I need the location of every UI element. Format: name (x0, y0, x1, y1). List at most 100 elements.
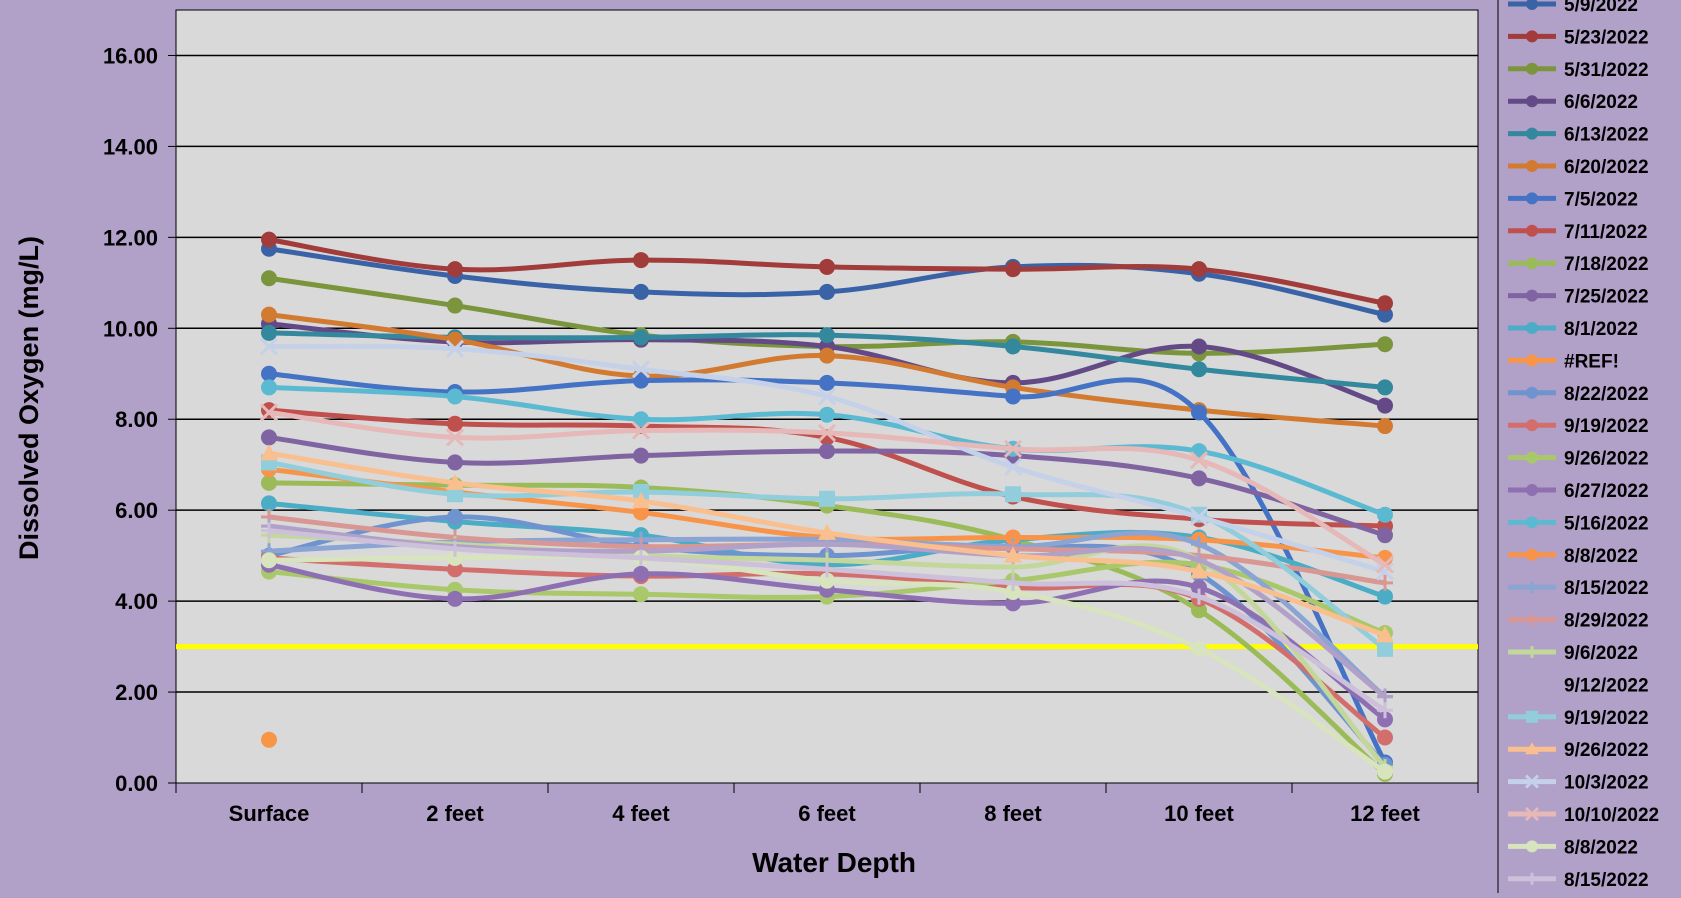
data-point (1005, 584, 1021, 601)
data-point (1526, 581, 1538, 594)
series (260, 444, 1394, 643)
data-point (1191, 579, 1207, 596)
legend-label: 7/5/2022 (1564, 189, 1638, 210)
data-point (261, 552, 277, 569)
data-point (818, 523, 836, 540)
y-tick-label: 2.00 (115, 680, 158, 705)
series (261, 522, 1393, 719)
data-point (261, 495, 277, 512)
legend-label: 8/8/2022 (1564, 837, 1638, 858)
legend-item: 8/22/2022 (1508, 384, 1649, 405)
data-point (1377, 688, 1393, 705)
data-point (1189, 451, 1209, 470)
data-point (1526, 548, 1538, 561)
data-point (1191, 640, 1207, 657)
data-point (447, 508, 463, 525)
data-point (819, 406, 835, 423)
legend-item: 8/8/2022 (1508, 546, 1638, 567)
data-point (1526, 710, 1538, 723)
data-point (261, 270, 277, 287)
data-point (819, 347, 835, 364)
legend-item: 6/27/2022 (1508, 481, 1649, 502)
data-point (1526, 127, 1538, 140)
data-point (1005, 595, 1021, 612)
data-point (261, 306, 277, 323)
data-point (1526, 30, 1538, 43)
x-tick-label: 12 feet (1350, 801, 1420, 826)
x-tick-label: 6 feet (798, 801, 856, 826)
series (259, 403, 1395, 574)
data-point (447, 454, 463, 471)
data-point (1005, 261, 1021, 278)
legend-item: 9/26/2022 (1508, 740, 1649, 761)
data-point (1190, 562, 1208, 579)
data-point (1375, 562, 1395, 581)
data-point (633, 565, 649, 582)
legend-item: 9/6/2022 (1508, 643, 1638, 664)
legend-item: 5/9/2022 (1508, 0, 1638, 16)
legend-item: 9/12/2022 (1508, 675, 1649, 696)
legend-item: 5/31/2022 (1508, 60, 1649, 81)
data-point (633, 586, 649, 603)
data-point (1377, 306, 1393, 323)
data-point (1191, 404, 1207, 421)
legend-item: 6/6/2022 (1508, 92, 1638, 113)
legend-item: 7/18/2022 (1508, 254, 1649, 275)
data-point (261, 231, 277, 248)
y-tick-label: 8.00 (115, 407, 158, 432)
data-point (819, 490, 835, 507)
data-point (261, 324, 277, 341)
legend-item: 5/23/2022 (1508, 27, 1649, 48)
legend-label: 8/15/2022 (1564, 870, 1649, 891)
data-point (1377, 763, 1393, 780)
data-point (261, 522, 277, 539)
data-point (1005, 574, 1021, 591)
legend-label: 5/16/2022 (1564, 513, 1649, 534)
legend-label: 10/3/2022 (1564, 773, 1649, 794)
data-point (1526, 613, 1538, 626)
legend-label: 8/22/2022 (1564, 384, 1649, 405)
legend-label: 6/20/2022 (1564, 157, 1649, 178)
data-point (1526, 484, 1538, 496)
data-point (1376, 626, 1394, 643)
legend-label: 9/19/2022 (1564, 416, 1649, 437)
data-point (1526, 257, 1538, 270)
legend-label: 8/8/2022 (1564, 546, 1638, 567)
legend-label: 7/18/2022 (1564, 254, 1649, 275)
data-point (819, 572, 835, 589)
y-axis-title: Dissolved Oxygen (mg/L) (14, 236, 44, 560)
data-point (447, 549, 463, 566)
legend-label: 6/13/2022 (1564, 125, 1649, 146)
data-point (1526, 419, 1538, 432)
legend-box (1497, 0, 1681, 896)
legend-label: 5/31/2022 (1564, 60, 1649, 81)
data-point (1377, 397, 1393, 414)
legend-item: 9/19/2022 (1508, 708, 1649, 729)
legend-item: 6/13/2022 (1508, 125, 1649, 146)
data-point (1525, 742, 1539, 755)
legend-item: #REF! (1508, 351, 1619, 372)
legend-label: #REF! (1564, 351, 1619, 372)
x-axis-ticks: Surface 2 feet 4 feet 6 feet 8 feet 10 feet 12… (175, 783, 1479, 826)
data-point (445, 428, 465, 447)
data-point (1005, 338, 1021, 355)
data-point (1526, 322, 1538, 334)
legend-label: 5/9/2022 (1564, 0, 1638, 16)
data-point (1377, 729, 1393, 746)
data-point (447, 415, 463, 432)
data-point (817, 387, 837, 406)
data-point (819, 443, 835, 460)
data-point (1526, 289, 1538, 302)
data-point (1004, 546, 1022, 563)
data-point (447, 261, 463, 278)
data-point (1377, 418, 1393, 435)
legend-label: 8/29/2022 (1564, 611, 1649, 632)
series (261, 731, 277, 748)
data-point (633, 447, 649, 464)
data-point (1191, 470, 1207, 487)
data-point (1524, 806, 1540, 822)
data-point (1526, 386, 1538, 399)
legend-item: 9/19/2022 (1508, 416, 1649, 437)
